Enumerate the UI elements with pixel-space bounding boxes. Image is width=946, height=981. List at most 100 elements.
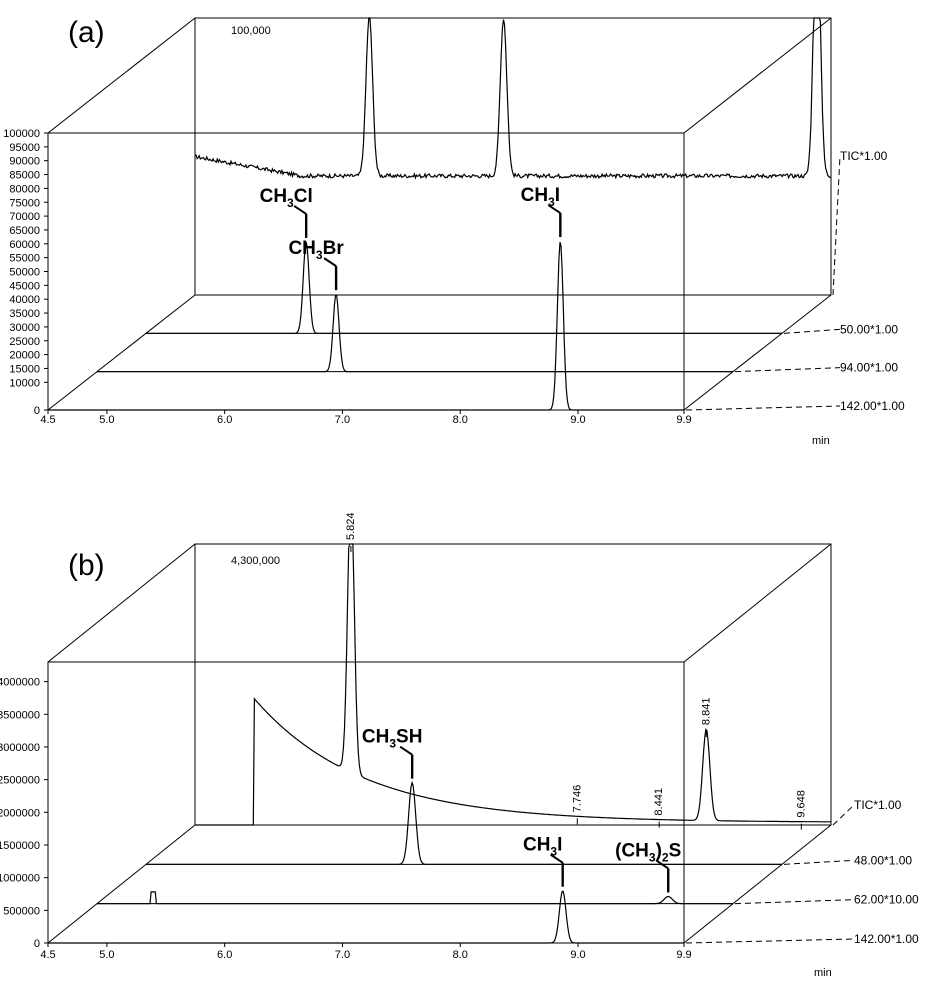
annotation-leader (547, 204, 561, 214)
y-tick-label: 25000 (9, 336, 40, 348)
x-tick-label: 5.0 (99, 949, 114, 961)
y-tick-label: 0 (34, 405, 40, 417)
compound-sub: 3 (389, 737, 396, 751)
peak-retention-label: 7.746 (571, 785, 583, 813)
trace-48-00-1-00 (146, 780, 782, 865)
y-tick-label: 35000 (9, 308, 40, 320)
y-tick-label: 90000 (9, 156, 40, 168)
trace-142-00-1-00 (48, 242, 684, 411)
compound-main: CH (362, 727, 389, 748)
y-tick-label: 20000 (9, 350, 40, 362)
x-tick-label: 6.0 (217, 414, 232, 426)
x-tick-label: 4.5 (40, 949, 55, 961)
y-axis: 0 500000 1000000 1500000 2000000 2500000 30000… (0, 677, 48, 950)
panel-tag: (a) (68, 16, 105, 49)
y-tick-label: 75000 (9, 197, 40, 209)
annotation-leader (399, 745, 413, 756)
connector-tl (47, 543, 196, 663)
trace-50-00-1-00 (146, 241, 782, 334)
x-tick-label: 8.0 (453, 949, 468, 961)
series-leader (783, 859, 855, 865)
y-tick-label: 10000 (9, 377, 40, 389)
chart-panel-b: 0 500000 1000000 1500000 2000000 2500000 30000… (0, 512, 919, 979)
x-tick-label: 7.0 (335, 414, 350, 426)
connector-br (683, 294, 832, 411)
y-tick-label: 3500000 (0, 709, 40, 721)
compound-main: CH (288, 238, 315, 259)
compound-main: CH (260, 186, 287, 207)
compound-sub: 3 (548, 195, 555, 209)
connector-bl (47, 294, 196, 411)
series-label: 142.00*1.00 (854, 932, 919, 946)
y-tick-label: 55000 (9, 253, 40, 265)
y-tick-label: 1500000 (0, 840, 40, 852)
y-tick-label: 60000 (9, 239, 40, 251)
y-tick-label: 45000 (9, 280, 40, 292)
compound-main: CH (523, 835, 550, 856)
y-tick-label: 0 (34, 938, 40, 950)
annotation-leader (655, 859, 669, 870)
annotation-leader (550, 853, 564, 864)
y-tick-label: 3000000 (0, 742, 40, 754)
compound-label: CH3Br (288, 238, 344, 262)
compound-label: CH3I (523, 835, 562, 859)
trace-TIC-1-00 (194, 17, 832, 180)
compound-tail: I (557, 835, 562, 856)
y-tick-label: 95000 (9, 142, 40, 154)
compound-tail: ) (656, 840, 662, 861)
x-tick-label: 4.5 (40, 414, 55, 426)
compound-label: CH3SH (362, 727, 423, 751)
series-leader (832, 155, 841, 296)
trace-62-00-10-00 (97, 891, 733, 905)
box-frame (47, 17, 832, 411)
compound-tail: Cl (294, 186, 313, 207)
x-tick-label: 8.0 (453, 414, 468, 426)
compound-sub: 3 (287, 196, 294, 210)
peak-retention-label: 8.441 (653, 788, 665, 816)
compound-label: (CH3)2S (615, 840, 681, 864)
back-scale-label: 4,300,000 (231, 555, 280, 567)
x-tick-label: 5.0 (99, 414, 114, 426)
compound-tail: Br (323, 238, 345, 259)
compound-tail: S (669, 840, 682, 861)
connector-tl (47, 17, 196, 134)
y-tick-label: 100000 (3, 128, 40, 140)
x-tick-label: 7.0 (335, 949, 350, 961)
peak-retention-label: 5.824 (345, 512, 357, 540)
back-scale-label: 100,000 (231, 25, 271, 37)
front-face (47, 661, 685, 944)
x-axis-label: min (812, 435, 830, 447)
compound-main: (CH (615, 840, 649, 861)
y-tick-label: 70000 (9, 211, 40, 223)
y-tick-label: 80000 (9, 183, 40, 195)
annotation-leader (293, 205, 307, 215)
series-leader (685, 405, 841, 411)
series-leader (685, 938, 855, 944)
y-tick-label: 500000 (3, 905, 40, 917)
peak-retention-label: 9.648 (795, 790, 807, 818)
y-tick-label: 65000 (9, 225, 40, 237)
y-tick-label: 30000 (9, 322, 40, 334)
series-label: 50.00*1.00 (840, 322, 898, 336)
peak-retention-label: 8.841 (700, 698, 712, 726)
series-label: 48.00*1.00 (854, 853, 912, 867)
series-label: 62.00*10.00 (854, 893, 919, 907)
series-leader (734, 899, 855, 905)
trace-TIC-1-00 (195, 543, 831, 826)
x-axis: 4.5 5.0 6.0 7.0 8.0 9.0 9.9 min (40, 410, 830, 447)
y-tick-label: 50000 (9, 267, 40, 279)
connector-tr (683, 17, 832, 134)
y-tick-label: 15000 (9, 363, 40, 375)
series-leader (832, 804, 855, 826)
y-tick-label: 4000000 (0, 677, 40, 689)
y-tick-label: 85000 (9, 170, 40, 182)
x-axis: 4.5 5.0 6.0 7.0 8.0 9.0 9.9 min (40, 943, 832, 979)
compound-label: CH3I (521, 185, 560, 209)
connector-tr (683, 543, 832, 663)
connector-bl (47, 824, 196, 944)
compound-sub: 3 (316, 248, 323, 262)
x-tick-label: 9.9 (676, 414, 691, 426)
